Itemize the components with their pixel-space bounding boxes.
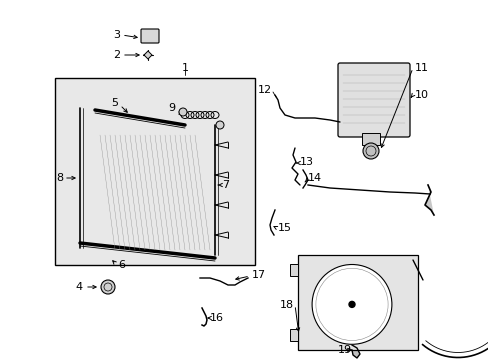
Circle shape bbox=[216, 121, 224, 129]
Text: 13: 13 bbox=[299, 157, 313, 167]
Bar bbox=[289, 329, 297, 341]
Polygon shape bbox=[143, 51, 152, 59]
Text: 8: 8 bbox=[56, 173, 63, 183]
Text: 5: 5 bbox=[111, 98, 118, 108]
Text: 14: 14 bbox=[307, 173, 322, 183]
Text: 1: 1 bbox=[181, 63, 188, 73]
Text: 15: 15 bbox=[278, 223, 291, 233]
Text: 18: 18 bbox=[279, 300, 293, 310]
Bar bbox=[297, 255, 417, 350]
Polygon shape bbox=[424, 185, 433, 215]
Circle shape bbox=[101, 280, 115, 294]
Circle shape bbox=[348, 301, 354, 307]
Text: 17: 17 bbox=[251, 270, 265, 280]
FancyBboxPatch shape bbox=[141, 29, 159, 43]
Text: 7: 7 bbox=[222, 180, 229, 190]
Text: 6: 6 bbox=[118, 260, 125, 270]
Text: 9: 9 bbox=[167, 103, 175, 113]
Polygon shape bbox=[351, 345, 359, 358]
Circle shape bbox=[311, 265, 391, 344]
Bar bbox=[289, 264, 297, 276]
Text: 16: 16 bbox=[209, 313, 224, 323]
Text: 10: 10 bbox=[414, 90, 428, 100]
Text: 19: 19 bbox=[337, 345, 351, 355]
Text: 4: 4 bbox=[76, 282, 83, 292]
Circle shape bbox=[179, 108, 186, 116]
Bar bbox=[361, 133, 379, 145]
Text: 11: 11 bbox=[414, 63, 428, 73]
FancyBboxPatch shape bbox=[337, 63, 409, 137]
Bar bbox=[55, 78, 254, 265]
Text: 12: 12 bbox=[257, 85, 271, 95]
Text: 2: 2 bbox=[113, 50, 120, 60]
Text: 3: 3 bbox=[113, 30, 120, 40]
Circle shape bbox=[362, 143, 378, 159]
